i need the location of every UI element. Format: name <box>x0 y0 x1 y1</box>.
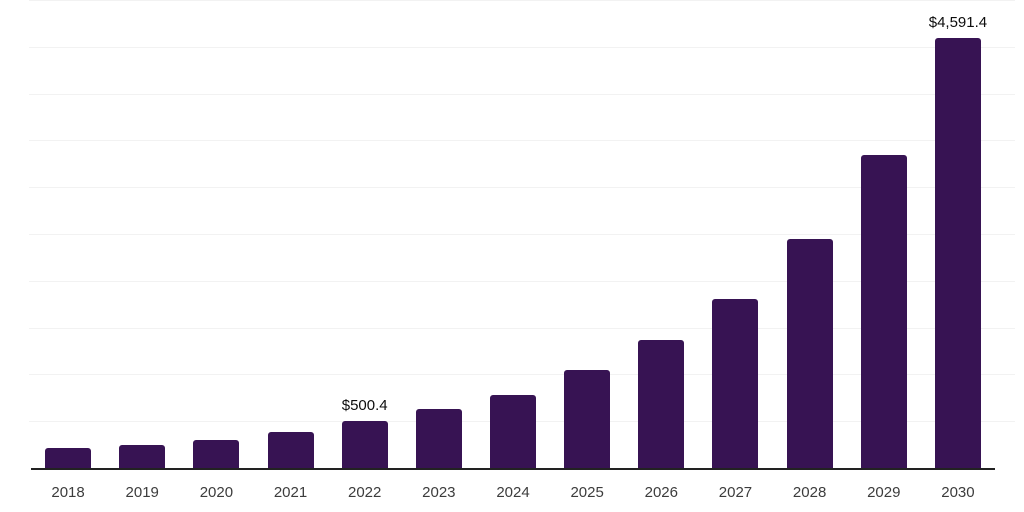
x-tick-label-2024: 2024 <box>496 484 530 501</box>
bar-2030 <box>934 38 981 468</box>
x-tick-label-2023: 2023 <box>422 484 456 501</box>
bar-2025 <box>564 369 611 468</box>
x-tick-label-2026: 2026 <box>644 484 678 501</box>
x-tick-label-2029: 2029 <box>867 484 901 501</box>
bar-2029 <box>860 155 907 468</box>
x-tick-label-2021: 2021 <box>273 484 308 501</box>
bar-2020 <box>193 439 240 468</box>
bar-2019 <box>119 445 166 468</box>
bar-2022 <box>341 421 388 468</box>
x-axis-tick-labels: 2018 2019 2020 2021 2022 2023 2024 2025 2026 2027… <box>31 484 995 504</box>
bar-2026 <box>638 340 685 468</box>
x-tick-label-2018: 2018 <box>51 484 85 501</box>
bar-2028 <box>786 238 833 468</box>
bar-2023 <box>415 408 462 468</box>
value-label-2022: $500.4 <box>341 397 388 415</box>
plot-area: $500.4 $4,591.4 <box>31 0 995 468</box>
bar-2021 <box>267 432 314 468</box>
bar-2024 <box>490 394 536 468</box>
x-tick-label-2022: 2022 <box>348 484 382 501</box>
x-tick-label-2019: 2019 <box>125 484 159 501</box>
x-tick-label-2025: 2025 <box>570 484 604 501</box>
bar-2018 <box>45 448 92 468</box>
x-axis-line <box>31 468 995 470</box>
x-tick-label-2028: 2028 <box>792 484 827 501</box>
x-tick-label-2027: 2027 <box>718 484 753 501</box>
x-tick-label-2030: 2030 <box>941 484 975 501</box>
x-tick-label-2020: 2020 <box>199 484 234 501</box>
value-label-2030: $4,591.4 <box>928 14 988 32</box>
bar-2027 <box>712 298 759 468</box>
